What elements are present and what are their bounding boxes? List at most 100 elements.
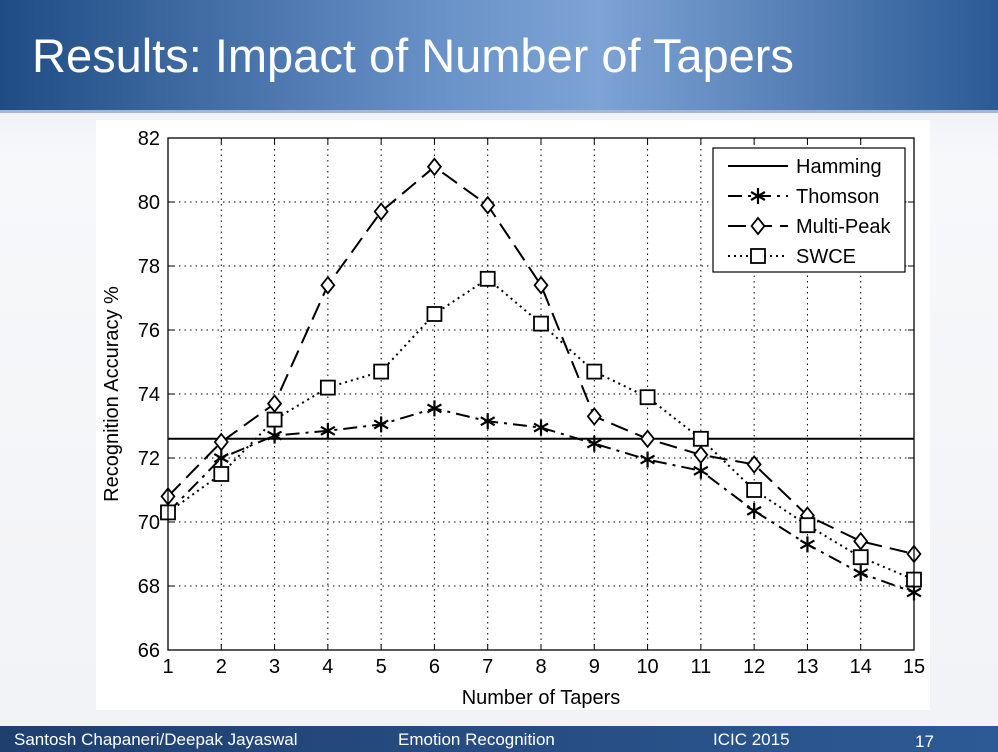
star-stroke (586, 438, 602, 449)
slide-title: Results: Impact of Number of Tapers (32, 29, 794, 82)
star-stroke (533, 422, 549, 433)
star-stroke (320, 425, 336, 436)
data-point-swce (479, 270, 496, 287)
data-point-multi-peak (480, 195, 496, 215)
data-point-thomson (426, 400, 442, 417)
x-tick-label: 10 (636, 656, 658, 678)
legend-label-hamming: Hamming (796, 156, 882, 178)
x-tick-label: 11 (690, 656, 711, 678)
star-stroke (373, 419, 389, 430)
y-tick-label: 72 (138, 448, 160, 470)
y-tick-label: 78 (138, 256, 160, 278)
star-stroke (480, 416, 496, 427)
x-axis-label: Number of Tapers (462, 687, 621, 709)
data-point-multi-peak (213, 432, 229, 452)
data-point-swce (692, 430, 709, 447)
legend-box (712, 147, 906, 273)
y-tick-label: 76 (138, 320, 160, 342)
legend: Hamming Thomson Multi-Peak SWCE (712, 147, 906, 273)
star-stroke (693, 465, 709, 476)
data-point-swce (373, 363, 390, 380)
data-point-multi-peak (693, 445, 709, 465)
data-point-multi-peak (267, 394, 283, 414)
y-tick-label: 70 (138, 512, 160, 534)
x-tick-label: 12 (743, 656, 765, 678)
star-stroke (426, 403, 442, 414)
data-point-swce (852, 549, 869, 566)
star-stroke (750, 191, 766, 201)
data-point-swce (586, 363, 603, 380)
data-point-thomson (213, 450, 229, 466)
series-line-swce (167, 277, 915, 581)
x-tick-label: 4 (322, 656, 333, 678)
data-point-thomson (373, 416, 389, 433)
legend-marker-thomson (750, 188, 766, 204)
star-stroke (267, 430, 283, 441)
data-point-swce (266, 411, 283, 428)
data-point-thomson (480, 413, 496, 430)
data-point-swce (533, 315, 549, 332)
y-tick-label: 66 (138, 640, 160, 662)
legend-label-swce: SWCE (796, 246, 856, 268)
data-point-thomson (533, 419, 549, 436)
data-point-thomson (320, 422, 336, 439)
data-point-multi-peak (853, 531, 869, 551)
y-tick-label: 74 (138, 384, 160, 406)
star-stroke (799, 539, 815, 550)
data-point-swce (213, 466, 230, 482)
series-line-multi-peak (167, 165, 915, 555)
x-tick-label: 15 (903, 656, 925, 678)
x-tick-label: 7 (482, 656, 493, 678)
legend-label-thomson: Thomson (796, 186, 879, 208)
data-point-thomson (799, 536, 815, 553)
legend-label-multi-peak: Multi-Peak (796, 216, 891, 238)
footer-authors: Santosh Chapaneri/Deepak Jayaswal (14, 730, 298, 749)
legend-marker-multi-peak (750, 216, 766, 236)
title-bar: Results: Impact of Number of Tapers (0, 0, 998, 113)
x-tick-label: 14 (850, 656, 872, 678)
legend-marker-swce (750, 248, 766, 264)
footer-topic: Emotion Recognition (398, 730, 555, 749)
data-point-thomson (586, 435, 602, 452)
series-line-thomson (167, 407, 915, 594)
page-number: 17 (915, 732, 934, 751)
data-point-swce (639, 389, 656, 406)
star-stroke (213, 453, 229, 463)
data-point-multi-peak (746, 454, 762, 474)
data-point-swce (426, 306, 443, 322)
chart-panel: 1 2 3 4 5 6 7 8 9 10 11 12 13 14 15 66 68 70 72 74 76 78 80 82 … (96, 120, 930, 710)
data-point-multi-peak (586, 406, 602, 426)
x-tick-label: 8 (535, 656, 546, 678)
x-tick-label: 3 (269, 656, 280, 678)
data-point-swce (799, 517, 816, 534)
x-tick-label: 13 (796, 656, 818, 678)
y-tick-label: 68 (138, 576, 160, 598)
x-tick-label: 2 (216, 656, 227, 678)
footer-bar: Santosh Chapaneri/Deepak Jayaswal Emotio… (0, 726, 998, 752)
data-point-multi-peak (640, 429, 656, 449)
data-point-swce (746, 482, 763, 498)
data-point-multi-peak (426, 157, 442, 177)
data-point-thomson (746, 502, 762, 519)
data-point-multi-peak (373, 202, 389, 222)
data-point-thomson (267, 427, 283, 444)
data-point-multi-peak (320, 275, 336, 295)
y-tick-label: 80 (138, 192, 160, 214)
plot-area (160, 157, 922, 601)
data-point-thomson (640, 451, 656, 468)
data-point-multi-peak (533, 275, 549, 295)
y-tick-label: 82 (138, 128, 160, 150)
x-tick-label: 5 (376, 656, 387, 678)
star-stroke (640, 454, 656, 465)
line-chart: 1 2 3 4 5 6 7 8 9 10 11 12 13 14 15666870727476788082 … (101, 128, 925, 709)
data-point-swce (319, 379, 336, 396)
footer-conference: ICIC 2015 (713, 730, 790, 749)
y-axis-label: Recognition Accuracy % (101, 286, 123, 502)
data-point-thomson (693, 462, 709, 479)
x-tick-label: 6 (429, 656, 440, 678)
star-stroke (853, 568, 869, 579)
x-tick-label: 9 (589, 656, 600, 678)
x-tick-label: 1 (162, 656, 173, 678)
data-point-thomson (853, 565, 869, 582)
